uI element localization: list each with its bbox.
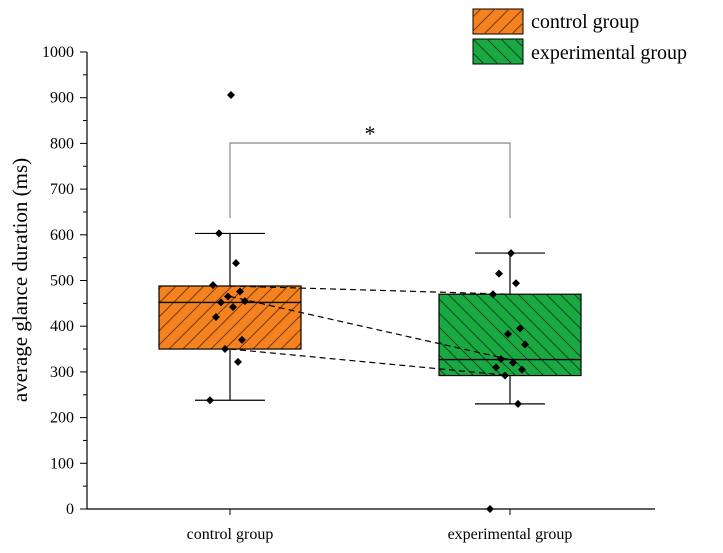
data-point-control [206,396,214,405]
y-tick-label: 1000 [42,44,74,61]
y-tick-label: 900 [50,90,74,107]
legend-label-control: control group [531,11,639,33]
data-point-control [215,229,223,238]
x-tick-label: control group [187,526,274,543]
data-point-experimental [509,358,517,367]
data-point-experimental [514,399,522,408]
data-point-experimental [512,279,520,288]
data-point-experimental [504,329,512,338]
y-tick-label: 400 [50,318,74,335]
y-tick-label: 800 [50,135,74,152]
significance-bracket [229,142,511,218]
connector-line [229,295,511,361]
y-tick-label: 300 [50,364,74,381]
data-point-experimental [495,269,503,278]
y-tick-label: 0 [66,501,74,518]
data-point-control [212,313,220,322]
box-control [158,232,302,401]
data-point-experimental [492,363,500,372]
connector-line [229,285,511,295]
data-point-control [234,357,242,366]
data-point-control [217,298,225,307]
legend-label-experimental: experimental group [531,42,687,64]
y-axis-title: average glance duration (ms) [8,158,32,402]
data-point-control [241,297,249,306]
data-point-experimental [501,371,509,380]
data-point-experimental [516,324,524,333]
legend-item-control: control group [472,8,639,35]
y-tick-label: 100 [50,455,74,472]
data-point-experimental [518,365,526,374]
significance-label: * [365,121,376,146]
data-point-experimental [521,340,529,349]
connector-line [229,348,511,377]
legend: control group experimental group [472,8,687,65]
legend-item-experimental: experimental group [472,38,687,65]
box-experimental [438,252,582,405]
y-tick-label: 500 [50,273,74,290]
data-point-control [224,292,232,301]
data-point-control [221,345,229,354]
data-point-experimental [489,290,497,299]
y-tick-label: 200 [50,410,74,427]
data-point-control [227,90,235,99]
data-point-control [229,303,237,312]
data-point-control [209,281,217,290]
x-tick-label: experimental group [448,526,573,543]
y-tick-label: 600 [50,227,74,244]
data-point-experimental [507,249,515,258]
data-point-control [232,259,240,268]
data-point-control [238,335,246,344]
y-tick-label: 700 [50,181,74,198]
data-point-experimental [497,355,505,364]
data-point-control [236,287,244,296]
data-point-experimental [486,505,494,513]
